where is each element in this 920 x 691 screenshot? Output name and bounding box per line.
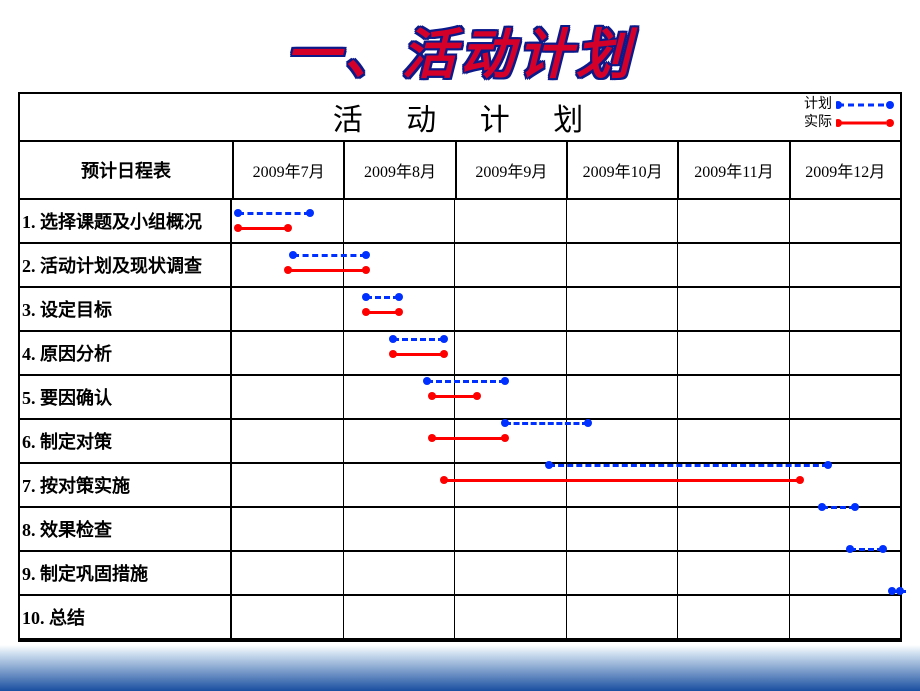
gantt-table: 活 动 计 划 计划 实际 预计日程表 2009年7月 200 [18,92,902,642]
row-label: 7. 按对策实施 [20,464,232,506]
marker-actual [234,224,242,232]
row-label: 1. 选择课题及小组概况 [20,200,232,242]
label-column-header: 预计日程表 [20,142,234,198]
legend: 计划 实际 [798,96,896,132]
gantt-bar-actual [288,269,366,272]
marker-plan [818,503,826,511]
legend-plan-label: 计划 [798,96,832,114]
marker-plan [289,251,297,259]
page-title: 一、活动计划 [286,10,634,89]
gantt-bar-plan [549,464,827,467]
marker-plan [306,209,314,217]
month-col-1: 2009年8月 [345,142,456,198]
gantt-bar-actual [366,311,399,314]
marker-actual [440,350,448,358]
marker-actual [362,266,370,274]
marker-plan [362,293,370,301]
marker-actual [389,350,397,358]
row-label: 6. 制定对策 [20,420,232,462]
row-label: 9. 制定巩固措施 [20,552,232,594]
marker-plan [440,335,448,343]
marker-plan [389,335,397,343]
marker-plan [423,377,431,385]
marker-actual [428,392,436,400]
marker-plan [545,461,553,469]
marker-plan [846,545,854,553]
row-label: 8. 效果检查 [20,508,232,550]
marker-plan [501,377,509,385]
marker-actual [796,476,804,484]
gantt-bar-plan [822,506,855,509]
marker-plan [395,293,403,301]
gantt-bar-plan [505,422,589,425]
marker-actual [473,392,481,400]
marker-plan [888,587,896,595]
gantt-bar-plan [238,212,310,215]
row-label: 3. 设定目标 [20,288,232,330]
legend-actual-sample [836,116,896,130]
marker-actual [284,266,292,274]
table-body: 1. 选择课题及小组概况2. 活动计划及现状调查3. 设定目标4. 原因分析5.… [20,200,900,640]
month-col-5: 2009年12月 [791,142,900,198]
marker-actual [362,308,370,316]
gantt-bar-plan [366,296,399,299]
month-col-3: 2009年10月 [568,142,679,198]
row-label: 10. 总结 [20,596,232,638]
gantt-bar-actual [238,227,288,230]
gantt-bar-actual [393,353,443,356]
table-title: 活 动 计 划 [20,95,900,139]
month-col-2: 2009年9月 [457,142,568,198]
marker-actual [501,434,509,442]
gantt-bar-plan [293,254,365,257]
gantt-bar-plan [393,338,443,341]
marker-plan [501,419,509,427]
gantt-layer [232,200,900,620]
month-col-0: 2009年7月 [234,142,345,198]
gantt-bar-plan [850,548,883,551]
marker-plan [584,419,592,427]
bottom-gradient-bar [0,645,920,691]
marker-plan [879,545,887,553]
table-header-row: 活 动 计 划 计划 实际 [20,94,900,142]
gantt-bar-actual [432,395,477,398]
marker-plan [234,209,242,217]
marker-plan [824,461,832,469]
legend-actual: 实际 [798,114,896,132]
gantt-bar-plan [427,380,505,383]
marker-actual [440,476,448,484]
marker-actual [284,224,292,232]
marker-plan [851,503,859,511]
column-header-row: 预计日程表 2009年7月 2009年8月 2009年9月 2009年10月 2… [20,142,900,200]
gantt-bar-actual [432,437,504,440]
slide: 一、活动计划 活 动 计 划 计划 实际 预计日程 [0,0,920,691]
marker-plan [896,587,904,595]
legend-actual-label: 实际 [798,114,832,132]
month-col-4: 2009年11月 [679,142,790,198]
row-label: 5. 要因确认 [20,376,232,418]
title-wrap: 一、活动计划 [0,0,920,93]
gantt-bar-actual [444,479,800,482]
marker-plan [362,251,370,259]
legend-plan-sample [836,98,896,112]
row-label: 4. 原因分析 [20,332,232,374]
legend-plan: 计划 [798,96,896,114]
marker-actual [428,434,436,442]
marker-actual [395,308,403,316]
row-label: 2. 活动计划及现状调查 [20,244,232,286]
